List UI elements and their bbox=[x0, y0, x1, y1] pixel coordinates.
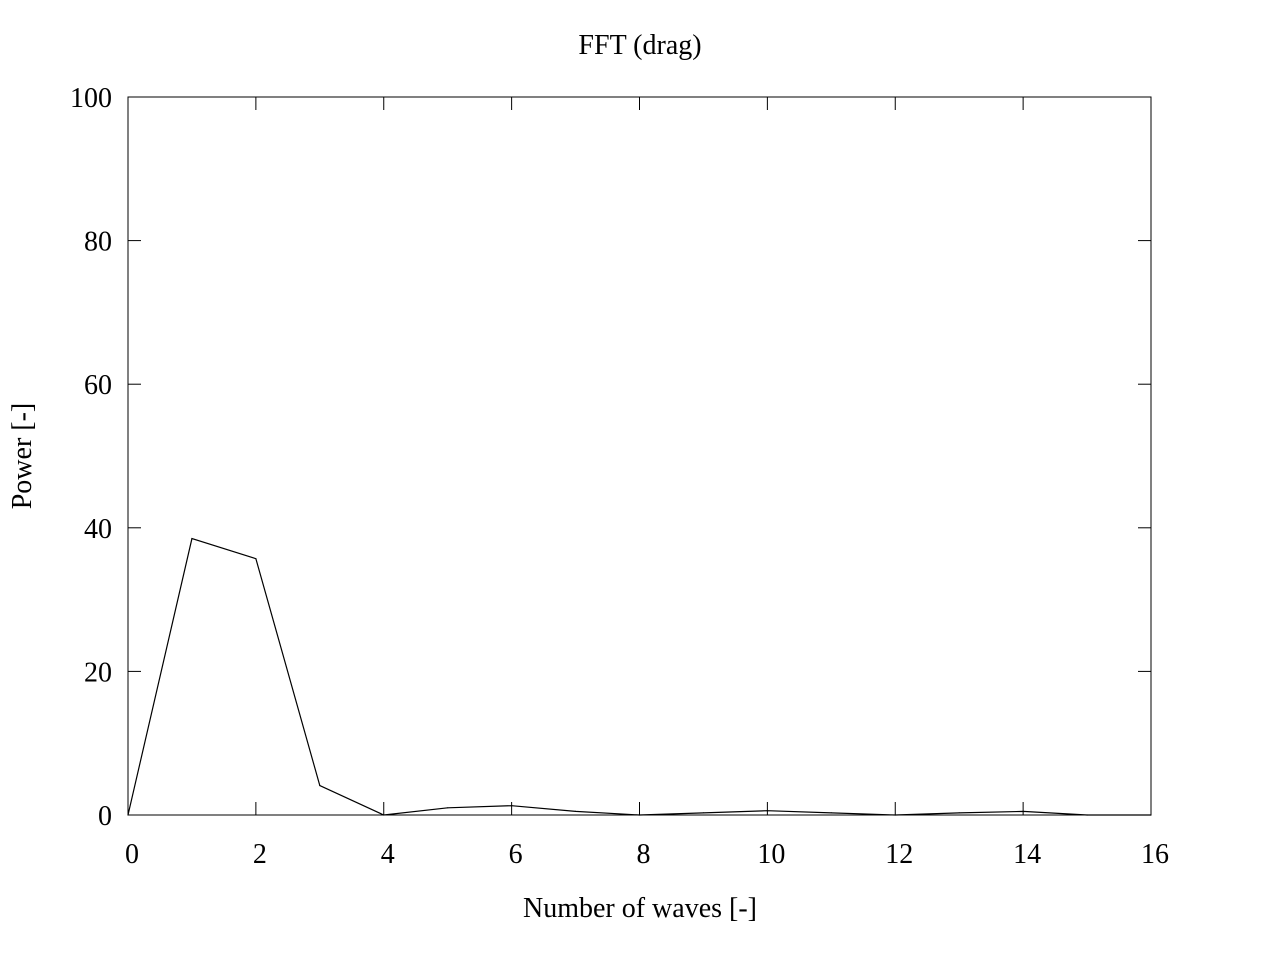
chart-title: FFT (drag) bbox=[578, 30, 701, 61]
x-tick-label: 0 bbox=[125, 839, 139, 870]
data-point bbox=[958, 812, 960, 814]
y-tick-label: 40 bbox=[84, 514, 112, 545]
data-point bbox=[766, 810, 768, 812]
tick-labels: 0 2 4 6 8 10 12 14 16 0 20 40 60 80 100 bbox=[70, 83, 1169, 870]
data-point bbox=[702, 812, 705, 814]
data-point bbox=[255, 558, 257, 560]
data-point bbox=[574, 810, 577, 813]
data-point bbox=[191, 537, 193, 540]
y-tick-label: 0 bbox=[98, 801, 112, 832]
x-axis-label: Number of waves [-] bbox=[523, 893, 757, 924]
data-point bbox=[319, 784, 321, 787]
data-point bbox=[511, 805, 513, 807]
y-tick-label: 80 bbox=[84, 227, 112, 258]
x-tick-label: 2 bbox=[253, 839, 267, 870]
y-tick-label: 60 bbox=[84, 370, 112, 401]
x-tick-label: 14 bbox=[1013, 839, 1041, 870]
data-point bbox=[830, 812, 832, 814]
data-point bbox=[447, 807, 449, 809]
y-tick-label: 100 bbox=[70, 83, 112, 114]
x-tick-label: 16 bbox=[1141, 839, 1169, 870]
y-tick-label: 20 bbox=[84, 657, 112, 688]
x-tick-label: 8 bbox=[637, 839, 651, 870]
x-tick-label: 10 bbox=[757, 839, 785, 870]
x-tick-label: 12 bbox=[885, 839, 913, 870]
y-axis-label: Power [-] bbox=[7, 403, 38, 510]
x-tick-label: 6 bbox=[509, 839, 523, 870]
data-point bbox=[1022, 810, 1024, 813]
x-tick-label: 4 bbox=[381, 839, 395, 870]
plot-area-border bbox=[127, 96, 1152, 816]
